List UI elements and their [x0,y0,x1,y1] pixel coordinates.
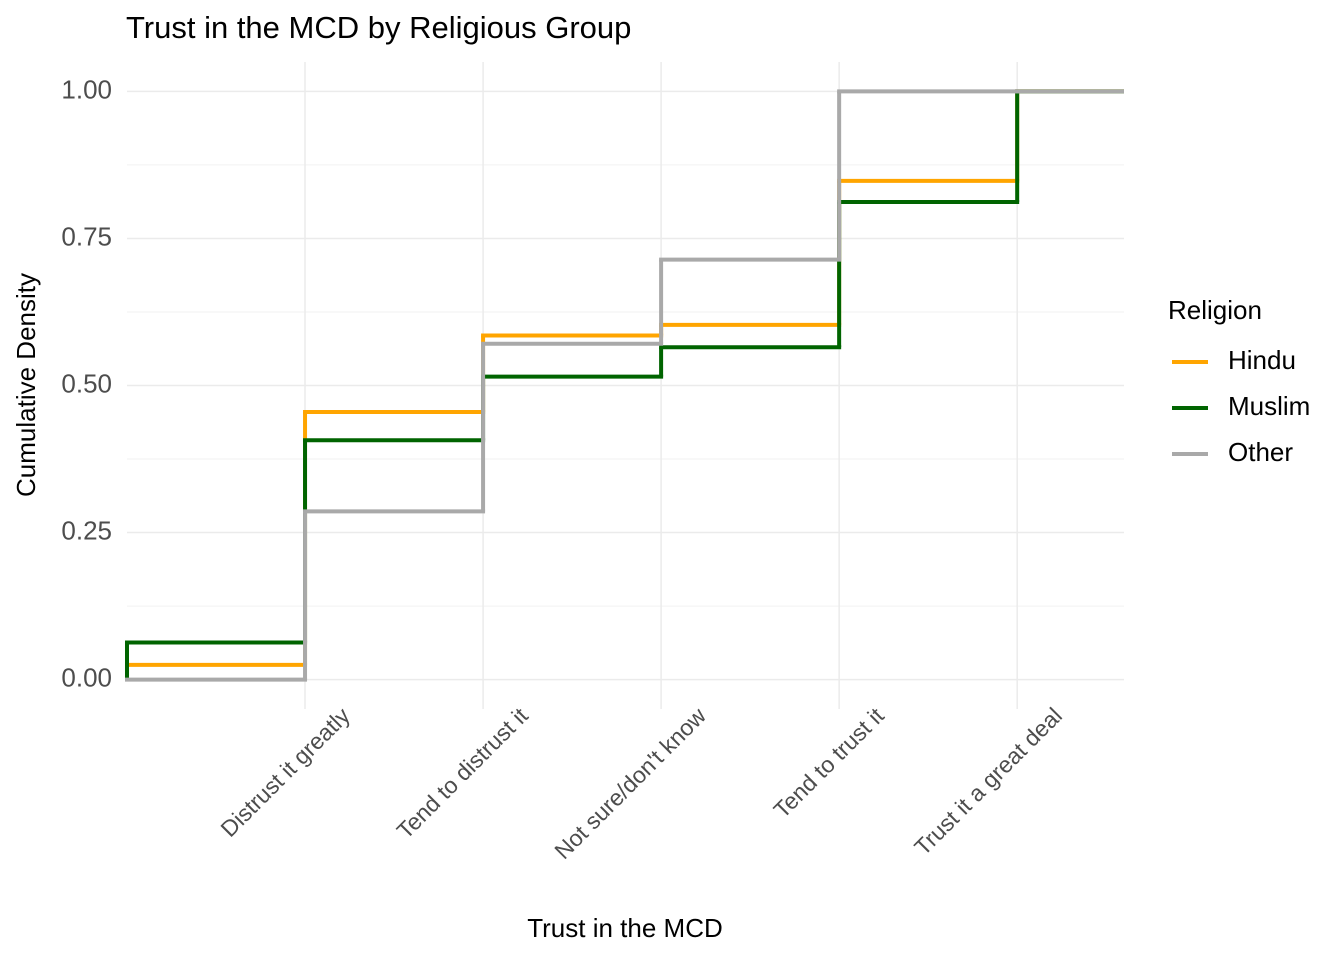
x-tick-label: Tend to distrust it [392,702,534,844]
chart-title: Trust in the MCD by Religious Group [126,10,631,45]
x-tick-label: Distrust it greatly [215,702,355,842]
x-tick-label: Trust it a great deal [909,702,1067,860]
legend-label: Other [1228,437,1293,467]
y-tick-label: 0.00 [61,662,112,692]
y-tick-label: 0.75 [61,221,112,251]
x-axis-title: Trust in the MCD [527,913,723,943]
legend-title: Religion [1168,295,1262,325]
y-tick-label: 1.00 [61,74,112,104]
legend-label: Muslim [1228,391,1310,421]
y-tick-label: 0.25 [61,515,112,545]
legend-label: Hindu [1228,345,1296,375]
x-tick-label: Tend to trust it [768,702,889,823]
y-tick-label: 0.50 [61,368,112,398]
y-axis-title: Cumulative Density [11,273,41,497]
x-tick-label: Not sure/don't know [549,702,711,864]
